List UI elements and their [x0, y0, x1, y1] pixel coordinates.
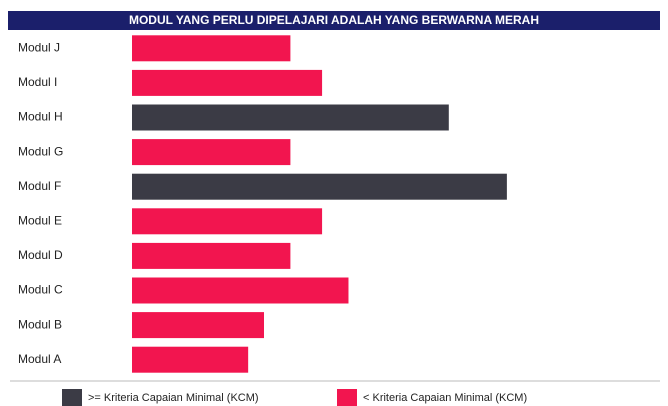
legend-swatch [337, 389, 357, 406]
bar [132, 346, 249, 373]
category-label: Modul C [18, 283, 63, 297]
bar [132, 69, 323, 96]
category-label: Modul A [18, 352, 61, 366]
category-label: Modul D [18, 248, 63, 262]
category-label: Modul F [18, 179, 61, 193]
chart-title: MODUL YANG PERLU DIPELAJARI ADALAH YANG … [129, 13, 539, 27]
bar [132, 173, 507, 200]
legend-label: >= Kriteria Capaian Minimal (KCM) [88, 392, 259, 404]
bar [132, 277, 349, 304]
legend-label: < Kriteria Capaian Minimal (KCM) [363, 392, 527, 404]
category-label: Modul J [18, 40, 60, 54]
category-label: Modul G [18, 144, 63, 158]
bar [132, 208, 323, 235]
bar [132, 312, 264, 339]
title-bar [8, 11, 660, 30]
legend-swatch [62, 389, 82, 406]
bar [132, 104, 449, 131]
bar [132, 242, 291, 269]
category-label: Modul H [18, 110, 63, 124]
category-label: Modul I [18, 75, 57, 89]
bar [132, 139, 291, 166]
category-label: Modul B [18, 317, 62, 331]
category-label: Modul E [18, 213, 62, 227]
bar [132, 35, 291, 62]
